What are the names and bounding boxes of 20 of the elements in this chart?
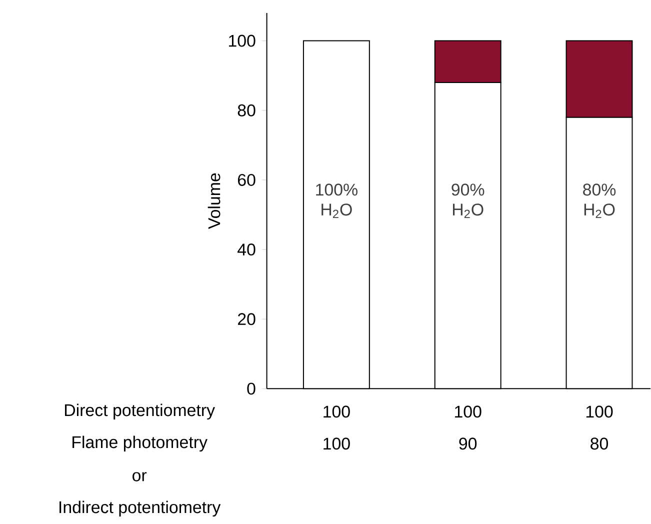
text: 100	[324, 438, 350, 450]
y-tick-label: 40	[238, 244, 256, 256]
y-tick-label: 80	[238, 104, 256, 117]
annotation: 90% H$_{2}$O	[452, 184, 484, 218]
text: Flame photometry	[72, 436, 208, 452]
y-tick-label: 0	[247, 382, 256, 395]
text: 90	[459, 438, 477, 450]
y-tick-label: 100	[229, 35, 256, 48]
text: Direct potentiometry	[65, 404, 215, 420]
text: 100	[586, 406, 613, 418]
y-tick-label: 20	[238, 313, 256, 326]
annotation: 100% H$_{2}$O	[316, 184, 358, 218]
y-axis-title: Volume	[208, 174, 220, 230]
annotation: 80% H$_{2}$O	[583, 184, 616, 218]
text: or	[132, 472, 147, 482]
text: Indirect potentiometry	[60, 500, 221, 517]
y-tick-label: 60	[238, 174, 256, 186]
text: 80	[590, 438, 608, 450]
text: 100	[324, 406, 350, 418]
text: 100	[455, 406, 482, 418]
